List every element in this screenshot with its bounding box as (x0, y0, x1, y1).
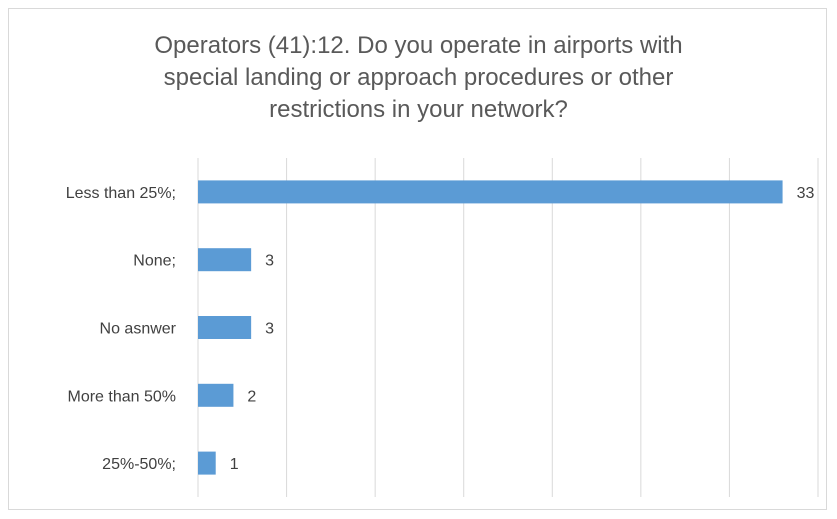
category-label: Less than 25%; (66, 185, 176, 202)
category-label: 25%-50%; (102, 456, 176, 473)
category-label: No asnwer (100, 321, 177, 338)
bar (198, 383, 234, 407)
chart-title-line-2: special landing or approach procedures o… (163, 64, 674, 91)
value-label: 1 (230, 456, 239, 473)
chart-title: Operators (41):12. Do you operate in air… (0, 30, 837, 126)
chart-title-line-3: restrictions in your network? (269, 96, 568, 123)
category-label: None; (133, 253, 176, 270)
bar (198, 316, 252, 339)
bar (198, 451, 216, 475)
value-label: 3 (265, 253, 274, 270)
chart-frame (8, 8, 827, 510)
value-label: 2 (247, 388, 256, 405)
chart-title-line-1: Operators (41):12. Do you operate in air… (154, 32, 683, 59)
value-label: 3 (265, 321, 274, 338)
bars (198, 180, 783, 475)
category-label: More than 50% (67, 388, 176, 405)
bar (198, 248, 252, 272)
bar (198, 180, 783, 204)
category-labels: Less than 25%; None; No asnwer More than 50… (66, 185, 177, 473)
gridlines (197, 158, 819, 497)
value-label: 33 (797, 185, 815, 202)
